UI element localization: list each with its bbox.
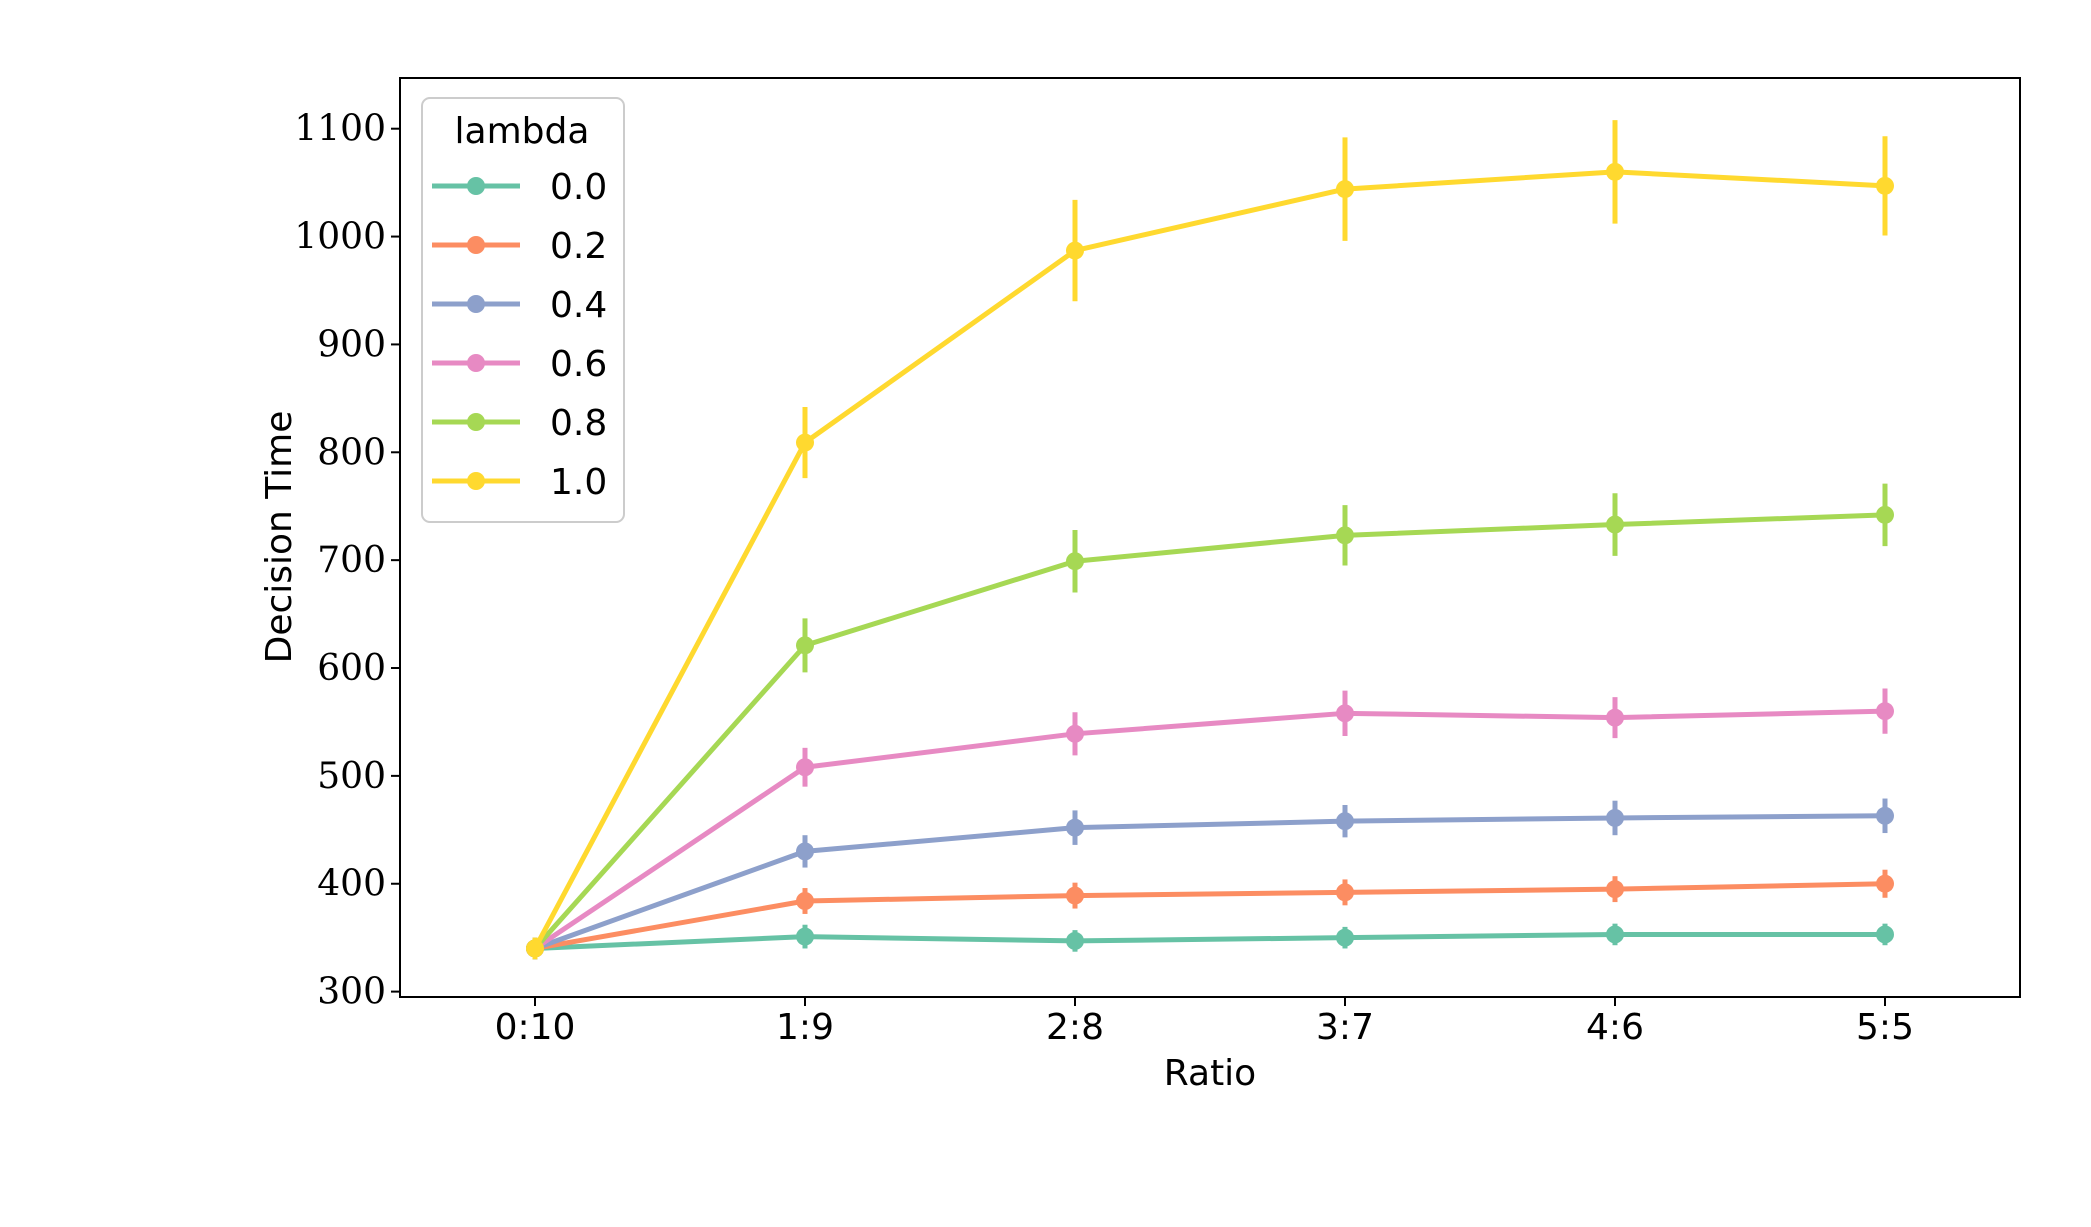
legend: lambda 0.0 0.2 0.4 0.6 0.8 1.0: [421, 97, 625, 523]
data-point: [1066, 724, 1084, 743]
data-point: [796, 842, 814, 861]
legend-label: 0.6: [550, 344, 607, 385]
y-tick-label: 1000: [294, 217, 386, 258]
data-point: [1336, 704, 1354, 723]
legend-marker: [467, 354, 485, 372]
x-tick-label: 1:9: [776, 1007, 834, 1048]
series-line: [533, 708, 1886, 951]
y-axis-label: Decision Time: [259, 411, 300, 664]
y-tick-label: 800: [317, 432, 386, 473]
data-point: [1876, 874, 1894, 893]
legend-label: 1.0: [550, 462, 607, 503]
x-axis-ticks: 0:10 1:9 2:8 3:7 4:6 5:5: [495, 997, 1914, 1048]
x-tick-label: 0:10: [495, 1007, 576, 1048]
data-point: [1606, 925, 1624, 944]
legend-marker: [467, 236, 485, 254]
y-tick-label: 1100: [294, 109, 386, 150]
legend-item-0-4: 0.4: [432, 285, 607, 326]
data-point: [796, 636, 814, 655]
legend-label: 0.4: [550, 285, 607, 326]
data-point: [1066, 886, 1084, 905]
series-line: [534, 931, 1885, 951]
data-point: [1876, 806, 1894, 825]
y-tick-label: 300: [317, 972, 386, 1013]
data-point: [1336, 883, 1354, 902]
plot-frame: [399, 77, 2021, 998]
series-line: [532, 169, 1886, 950]
legend-marker: [467, 177, 485, 195]
data-point: [1606, 708, 1624, 727]
data-point: [1876, 925, 1894, 944]
data-point: [1876, 702, 1894, 721]
data-point: [1606, 162, 1624, 181]
y-tick-label: 400: [317, 864, 386, 905]
data-point: [1876, 176, 1894, 195]
data-point: [796, 758, 814, 777]
data-point: [1336, 526, 1354, 545]
data-point: [1066, 241, 1084, 260]
y-axis-ticks: 300 400 500 600 700 800 900 1000 1100: [294, 109, 400, 1013]
legend-item-0-0: 0.0: [432, 167, 607, 208]
y-tick-label: 500: [317, 756, 386, 797]
x-tick-label: 2:8: [1046, 1007, 1104, 1048]
y-tick-label: 700: [317, 540, 386, 581]
legend-label: 0.8: [550, 403, 607, 444]
x-tick-label: 5:5: [1856, 1007, 1914, 1048]
data-point: [1066, 552, 1084, 571]
y-tick-label: 600: [317, 648, 386, 689]
data-point: [1336, 928, 1354, 947]
legend-marker: [467, 472, 485, 490]
legend-label: 0.0: [550, 167, 607, 208]
series-0-8: [526, 483, 1894, 960]
x-tick-label: 4:6: [1586, 1007, 1644, 1048]
legend-item-0-6: 0.6: [432, 344, 607, 385]
legend-item-0-2: 0.2: [432, 226, 607, 267]
legend-marker: [467, 295, 485, 313]
series-layer: [526, 120, 1894, 960]
legend-items: 0.0 0.2 0.4 0.6 0.8 1.0: [432, 167, 607, 503]
x-tick-label: 3:7: [1316, 1007, 1374, 1048]
data-point: [1336, 812, 1354, 831]
data-point: [796, 927, 814, 946]
data-point: [796, 433, 814, 452]
legend-marker: [467, 413, 485, 431]
series-line: [534, 881, 1886, 951]
legend-item-0-8: 0.8: [432, 403, 607, 444]
data-point: [1876, 505, 1894, 524]
series-line: [533, 512, 1886, 951]
series-1-0: [526, 120, 1894, 960]
x-axis-label: Ratio: [1164, 1053, 1256, 1094]
data-point: [526, 939, 544, 958]
legend-label: 0.2: [550, 226, 607, 267]
data-point: [796, 892, 814, 911]
legend-title: lambda: [455, 111, 590, 152]
y-tick-label: 900: [317, 324, 386, 365]
data-point: [1606, 515, 1624, 534]
data-point: [1606, 808, 1624, 827]
data-point: [1336, 180, 1354, 199]
data-point: [1066, 818, 1084, 837]
data-point: [1066, 931, 1084, 950]
series-line: [534, 813, 1886, 951]
legend-item-1-0: 1.0: [432, 462, 607, 503]
data-point: [1606, 880, 1624, 899]
